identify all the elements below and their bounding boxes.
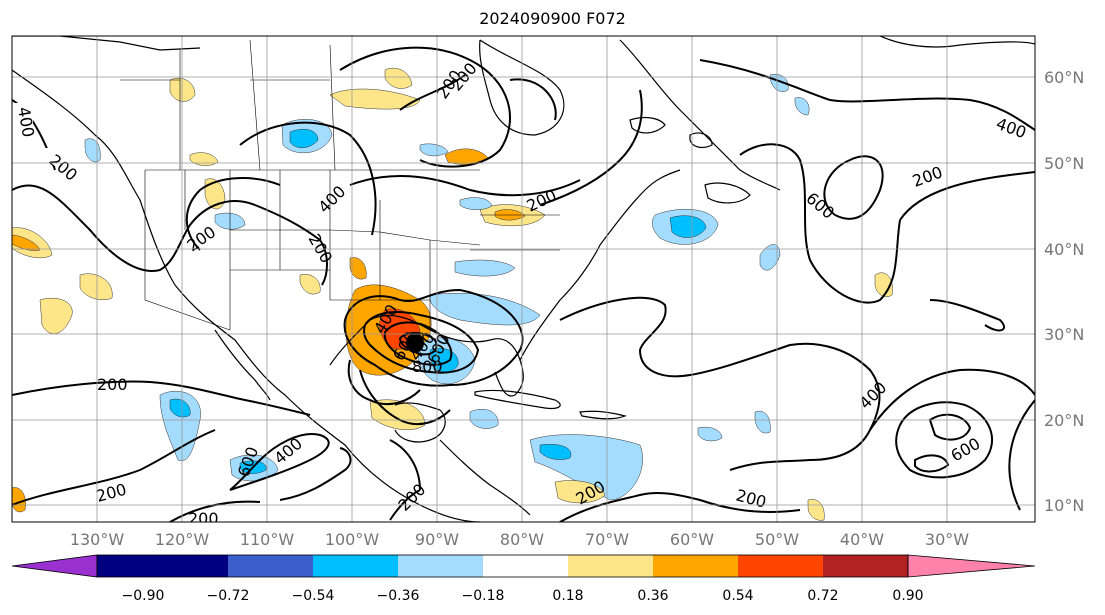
lat-label: 10°N bbox=[1044, 496, 1084, 515]
yucatan bbox=[394, 402, 446, 443]
colorbar-extend-high bbox=[907, 554, 1036, 578]
colorbar-tick: −0.36 bbox=[377, 588, 420, 604]
state-borders bbox=[120, 39, 560, 331]
colorbar-ticks: −0.90 −0.72 −0.54 −0.36 −0.18 0.18 0.36 … bbox=[122, 588, 924, 604]
contour-label: 600 bbox=[802, 189, 838, 223]
coastlines bbox=[12, 36, 1035, 522]
colorbar-tick: 0.72 bbox=[807, 588, 838, 604]
hispaniola bbox=[579, 410, 627, 420]
graticule bbox=[12, 36, 1035, 522]
colorbar-tick: 0.90 bbox=[892, 588, 923, 604]
map-frame bbox=[11, 35, 1036, 523]
lon-label: 130°W bbox=[70, 530, 125, 549]
hudson-bay bbox=[479, 39, 565, 136]
longitude-labels: 130°W 120°W 110°W 100°W 90°W 80°W 70°W 6… bbox=[70, 530, 969, 549]
contour-label: 400 bbox=[855, 378, 890, 413]
contour-label: 800 bbox=[412, 357, 443, 376]
central-america bbox=[439, 439, 531, 516]
contour-label: 400 bbox=[994, 114, 1029, 142]
contour-label: 200 bbox=[94, 480, 128, 506]
contour-label: 400 bbox=[270, 434, 306, 468]
colorbar-bin bbox=[653, 555, 738, 577]
colorbar-extend-low bbox=[11, 554, 98, 578]
east-coast bbox=[519, 169, 681, 361]
baja-peninsula bbox=[214, 329, 271, 401]
contour-label: 200 bbox=[305, 231, 337, 267]
colorbar-bin bbox=[97, 555, 182, 577]
colorbar: −0.90 −0.72 −0.54 −0.36 −0.18 0.18 0.36 … bbox=[11, 554, 1036, 604]
lon-label: 100°W bbox=[325, 530, 380, 549]
contour-labels: 400 200 200 400 200 200 200 400 200 400 … bbox=[13, 59, 1029, 528]
colorbar-bin bbox=[738, 555, 823, 577]
contour-label: 200 bbox=[910, 162, 945, 190]
lat-label: 30°N bbox=[1044, 325, 1084, 344]
colorbar-tick: 0.36 bbox=[637, 588, 668, 604]
contour-label: 200 bbox=[394, 480, 429, 515]
storm-center-marker bbox=[406, 333, 424, 353]
colorbar-bin bbox=[398, 555, 483, 577]
contour-label: 600 bbox=[948, 434, 984, 466]
cuba bbox=[474, 389, 561, 410]
lon-label: 60°W bbox=[670, 530, 714, 549]
lon-label: 40°W bbox=[840, 530, 884, 549]
map-title: 2024090900 F072 bbox=[479, 9, 626, 28]
lat-label: 50°N bbox=[1044, 154, 1084, 173]
lon-label: 80°W bbox=[500, 530, 544, 549]
lat-label: 20°N bbox=[1044, 411, 1084, 430]
colorbar-bin bbox=[313, 555, 398, 577]
newfoundland bbox=[704, 182, 751, 204]
contour-label: 200 bbox=[97, 375, 128, 394]
lon-label: 30°W bbox=[925, 530, 969, 549]
colorbar-tick: −0.18 bbox=[462, 588, 505, 604]
contour-label: 200 bbox=[188, 509, 219, 528]
lon-label: 110°W bbox=[240, 530, 295, 549]
colorbar-tick: −0.90 bbox=[122, 588, 165, 604]
lat-label: 40°N bbox=[1044, 240, 1084, 259]
map-panel: 400 200 200 400 200 200 200 400 200 400 … bbox=[12, 36, 1035, 528]
colorbar-tick: 0.18 bbox=[552, 588, 583, 604]
lon-label: 50°W bbox=[755, 530, 799, 549]
lon-label: 120°W bbox=[155, 530, 210, 549]
colorbar-tick: 0.54 bbox=[722, 588, 753, 604]
latitude-labels: 60°N 50°N 40°N 30°N 20°N 10°N bbox=[1044, 68, 1084, 515]
colorbar-bin bbox=[228, 555, 313, 577]
labrador bbox=[619, 39, 781, 191]
colorbar-bin bbox=[483, 555, 568, 577]
colorbar-tick: −0.54 bbox=[292, 588, 335, 604]
colorbar-bin bbox=[568, 555, 653, 577]
contour-label: 400 bbox=[314, 182, 349, 217]
lon-label: 70°W bbox=[585, 530, 629, 549]
height-contours bbox=[12, 46, 1035, 522]
lon-label: 90°W bbox=[415, 530, 459, 549]
contour-label: 200 bbox=[734, 486, 768, 512]
greenland bbox=[879, 36, 1035, 48]
lat-label: 60°N bbox=[1044, 68, 1084, 87]
colorbar-bin bbox=[823, 555, 908, 577]
colorbar-tick: −0.72 bbox=[207, 588, 250, 604]
north-america-west-coast bbox=[12, 69, 481, 522]
